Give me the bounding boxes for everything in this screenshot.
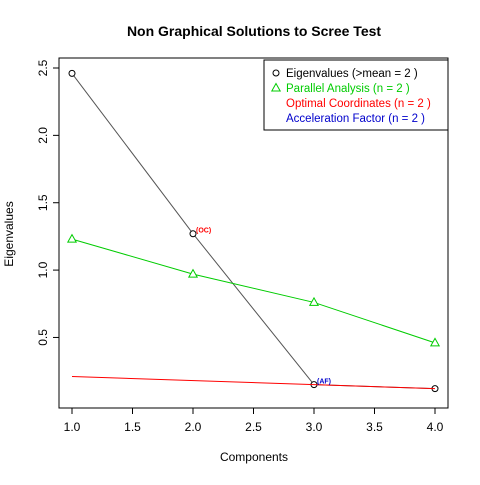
legend-entry-label: Acceleration Factor (n = 2 ) (286, 113, 425, 125)
eigenvalue-point (68, 69, 76, 77)
x-tick-label: 1.5 (124, 420, 141, 434)
legend-entry-label: Eigenvalues (>mean = 2 ) (286, 68, 418, 80)
y-tick-label: 1.0 (36, 261, 50, 278)
legend-entry-label: Optimal Coordinates (n = 2 ) (286, 98, 431, 110)
x-tick-label: 2.5 (245, 420, 262, 434)
legend-entry-label: Parallel Analysis (n = 2 ) (286, 83, 410, 95)
y-tick-label: 2.0 (36, 127, 50, 144)
legend-symbol-circle (272, 69, 280, 77)
y-tick-label: 2.5 (36, 59, 50, 76)
x-tick-label: 4.0 (427, 420, 444, 434)
parallel-analysis-point (66, 233, 78, 243)
plot-area: 1.0 1.5 2.0 2.5 3.0 3.5 4.0 0.5 1.0 1.5 2.0 2.5 (OC)… (36, 57, 449, 434)
y-axis-label: Eigenvalues (2, 201, 16, 266)
x-axis-label: Components (220, 450, 288, 464)
parallel-analysis-point (429, 337, 441, 347)
x-tick-label: 2.0 (185, 420, 202, 434)
parallel-analysis-point (187, 268, 199, 278)
y-tick-label: 0.5 (36, 329, 50, 346)
x-tick-label: 3.5 (366, 420, 383, 434)
series-line-2 (71, 376, 436, 390)
parallel-analysis-point (308, 296, 320, 306)
legend-symbol-triangle (270, 82, 282, 92)
y-tick-label: 1.5 (36, 194, 50, 211)
x-tick-label: 1.0 (64, 420, 81, 434)
annotation-label: (OC) (196, 228, 211, 235)
x-tick-label: 3.0 (306, 420, 323, 434)
annotation-label: (AF) (317, 379, 331, 386)
legend: Eigenvalues (>mean = 2 ) Parallel Analysi… (263, 59, 449, 131)
series-line-1 (71, 238, 436, 344)
legend-box (263, 59, 449, 131)
eigenvalue-point (189, 230, 197, 238)
chart-title: Non Graphical Solutions to Scree Test (127, 23, 381, 39)
